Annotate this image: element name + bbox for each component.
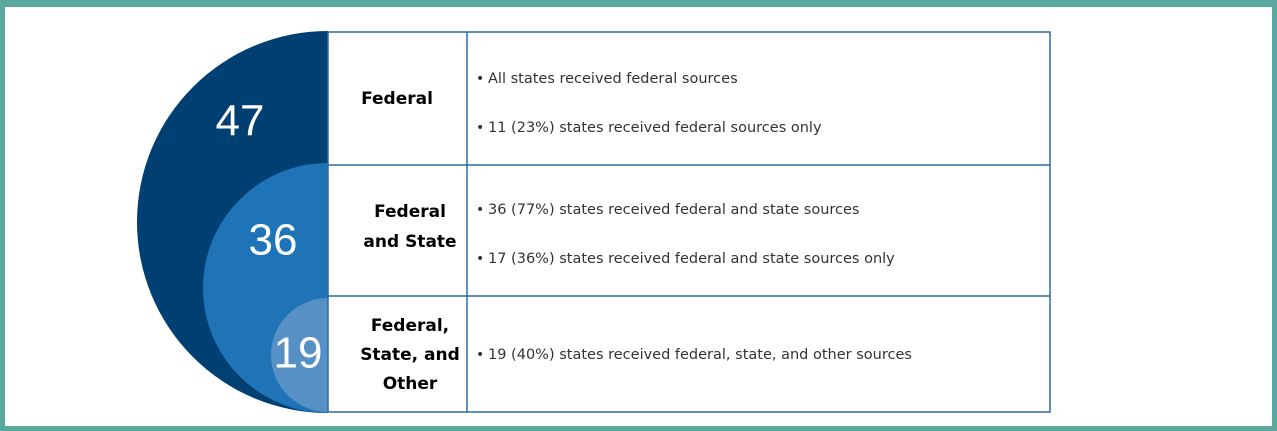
group-label: State, and	[360, 345, 460, 365]
table	[327, 31, 1051, 413]
count: 19	[274, 329, 323, 378]
bullet-text: 36 (77%) states received federal and sta…	[488, 202, 859, 218]
bullet-dot: •	[476, 251, 484, 267]
table-border	[327, 31, 1051, 413]
bullet-dot: •	[476, 347, 484, 363]
bullet-text: 19 (40%) states received federal, state,…	[488, 347, 912, 363]
bullet-text: All states received federal sources	[488, 71, 738, 87]
bullets: • All states received federal sources • …	[476, 71, 912, 363]
bullet-text: 17 (36%) states received federal and sta…	[488, 251, 895, 267]
count: 47	[216, 97, 265, 146]
bullet-dot: •	[476, 120, 484, 136]
bullet-dot: •	[476, 71, 484, 87]
group-label: Federal,	[371, 316, 449, 336]
group-label: Federal	[361, 89, 433, 109]
circle-federal-state-other	[271, 298, 328, 412]
bullet-dot: •	[476, 202, 484, 218]
count: 36	[249, 216, 298, 265]
top-bar	[0, 0, 1277, 7]
group-label: Federal	[374, 202, 446, 222]
bullet-text: 11 (23%) states received federal sources…	[488, 120, 822, 136]
group-label: and State	[363, 232, 456, 252]
group-label: Other	[383, 374, 438, 394]
